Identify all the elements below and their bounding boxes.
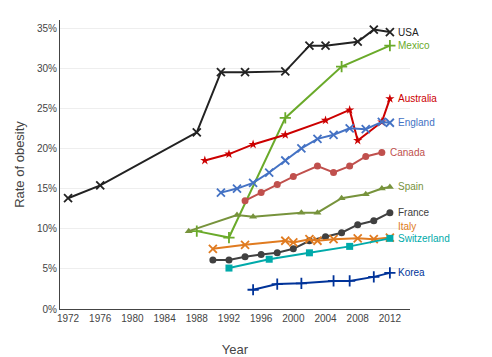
svg-text:Switzerland: Switzerland xyxy=(398,233,450,244)
svg-text:2004: 2004 xyxy=(314,313,337,324)
svg-text:Year: Year xyxy=(222,342,249,357)
svg-text:Korea: Korea xyxy=(398,267,425,278)
svg-text:1976: 1976 xyxy=(89,313,112,324)
svg-text:Spain: Spain xyxy=(398,181,424,192)
svg-text:Canada: Canada xyxy=(390,147,425,158)
svg-text:20%: 20% xyxy=(37,143,57,154)
svg-text:5%: 5% xyxy=(43,263,58,274)
svg-text:2000: 2000 xyxy=(282,313,305,324)
svg-text:10%: 10% xyxy=(37,223,57,234)
svg-text:Australia: Australia xyxy=(398,93,437,104)
svg-text:1980: 1980 xyxy=(121,313,144,324)
svg-text:Italy: Italy xyxy=(398,221,416,232)
svg-text:USA: USA xyxy=(398,27,419,38)
svg-text:30%: 30% xyxy=(37,63,57,74)
svg-text:15%: 15% xyxy=(37,183,57,194)
svg-text:1992: 1992 xyxy=(218,313,241,324)
svg-text:2012: 2012 xyxy=(379,313,402,324)
svg-text:1972: 1972 xyxy=(57,313,80,324)
svg-text:England: England xyxy=(398,117,435,128)
svg-text:25%: 25% xyxy=(37,103,57,114)
svg-text:0%: 0% xyxy=(43,304,58,315)
svg-text:1988: 1988 xyxy=(186,313,209,324)
svg-text:35%: 35% xyxy=(37,23,57,34)
svg-text:1984: 1984 xyxy=(153,313,176,324)
svg-text:2008: 2008 xyxy=(347,313,370,324)
svg-text:Mexico: Mexico xyxy=(398,40,430,51)
svg-text:Rate of obesity: Rate of obesity xyxy=(12,121,27,208)
svg-text:1996: 1996 xyxy=(250,313,273,324)
svg-text:France: France xyxy=(398,207,430,218)
